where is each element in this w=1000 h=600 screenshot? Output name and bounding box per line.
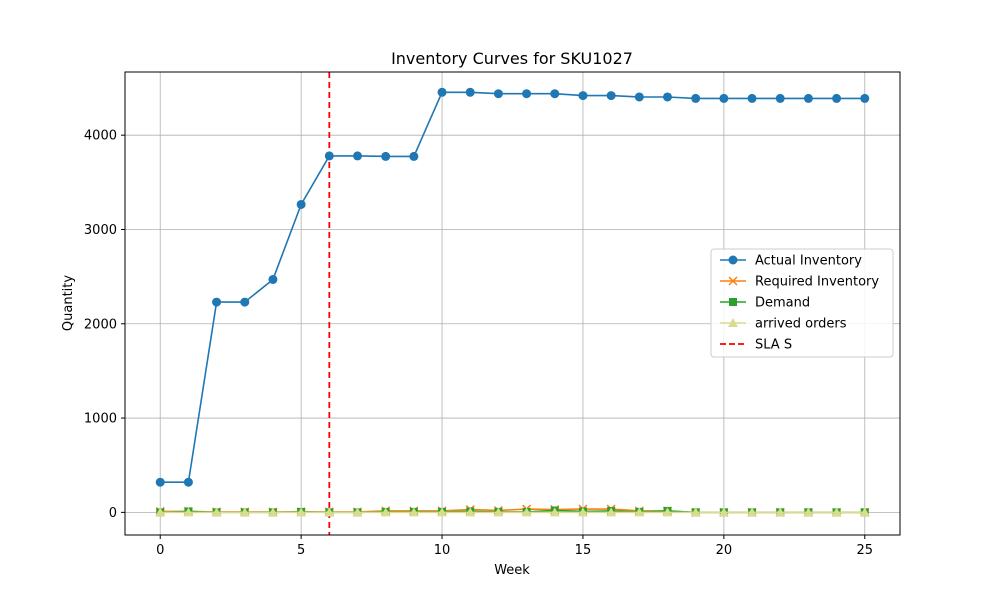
data-point [831,507,842,517]
data-point [267,507,278,517]
data-point [155,507,166,517]
legend-marker [728,276,738,286]
x-tick-label: 15 [575,543,592,558]
data-point [352,507,363,517]
y-axis-title: Quantity [61,275,76,331]
data-point [747,93,757,103]
data-point [859,507,870,517]
data-point [239,507,250,517]
data-point [718,507,729,517]
data-point [634,92,644,102]
legend-item: Actual Inventory [720,254,862,269]
data-point [465,87,475,97]
data-point [381,151,391,161]
axis-ticks: 0 5 10 15 20 25 0 1000 2000 3000 4000 [84,129,873,558]
data-point [662,507,673,517]
data-point [437,87,447,97]
series-required-inventory [155,504,870,517]
data-point [521,507,532,517]
data-point [690,507,701,517]
legend-marker [729,298,737,306]
data-point [663,92,672,102]
data-point [296,507,307,517]
chart-title: Inventory Curves for SKU1027 [391,49,633,68]
y-tick-label: 1000 [84,412,117,427]
data-point [550,89,560,99]
data-point [380,507,391,517]
legend-marker [728,255,738,265]
data-point [324,507,335,517]
y-tick-label: 4000 [84,129,117,144]
data-point [577,507,588,517]
y-tick-label: 0 [109,506,117,521]
data-point [606,91,616,101]
data-point [522,89,532,99]
series-arrived-orders [155,507,870,517]
data-point [212,297,222,307]
data-point [860,93,870,103]
data-point [240,297,250,307]
data-point [353,151,362,161]
data-point [832,93,842,103]
series-line [160,91,865,483]
data-point [465,507,476,517]
x-tick-label: 25 [856,543,873,558]
data-point [803,93,813,103]
x-tick-label: 10 [434,543,451,558]
data-point [211,507,222,517]
data-point [775,93,785,103]
legend-label: Required Inventory [755,275,879,290]
legend-item: Required Inventory [720,275,879,290]
legend-item: Demand [720,296,810,311]
data-point [549,507,560,517]
legend-marker [728,318,738,327]
data-point [268,274,278,284]
data-point [747,507,758,517]
legend-label: Actual Inventory [755,254,862,269]
data-point [296,199,306,209]
data-point [493,89,503,99]
x-tick-label: 5 [297,543,305,558]
data-point [155,477,165,487]
data-point [719,93,729,103]
legend-box [710,248,894,358]
legend-item: SLA S [720,338,792,353]
x-tick-label: 0 [156,543,164,558]
data-point [183,507,194,517]
data-point [578,91,588,101]
data-point [324,151,334,161]
y-tick-label: 2000 [84,317,117,332]
legend: Actual Inventory Required Inventory Demand… [710,248,894,358]
data-point [606,507,617,517]
series-layer [155,87,870,517]
data-point [408,507,419,517]
legend-item: arrived orders [720,317,847,332]
data-point [183,477,193,487]
data-point [775,507,786,517]
data-point [691,93,701,103]
x-axis-title: Week [494,563,530,578]
legend-label: SLA S [755,338,792,353]
plot-frame [124,71,901,536]
legend-label: Demand [755,296,810,311]
data-point [803,507,814,517]
data-point [437,507,448,517]
data-point [493,507,504,517]
legend-label: arrived orders [755,317,847,332]
data-point [409,151,419,161]
y-tick-label: 3000 [84,223,117,238]
x-tick-label: 20 [716,543,733,558]
series-actual-inventory [155,87,870,487]
data-point [634,507,645,517]
